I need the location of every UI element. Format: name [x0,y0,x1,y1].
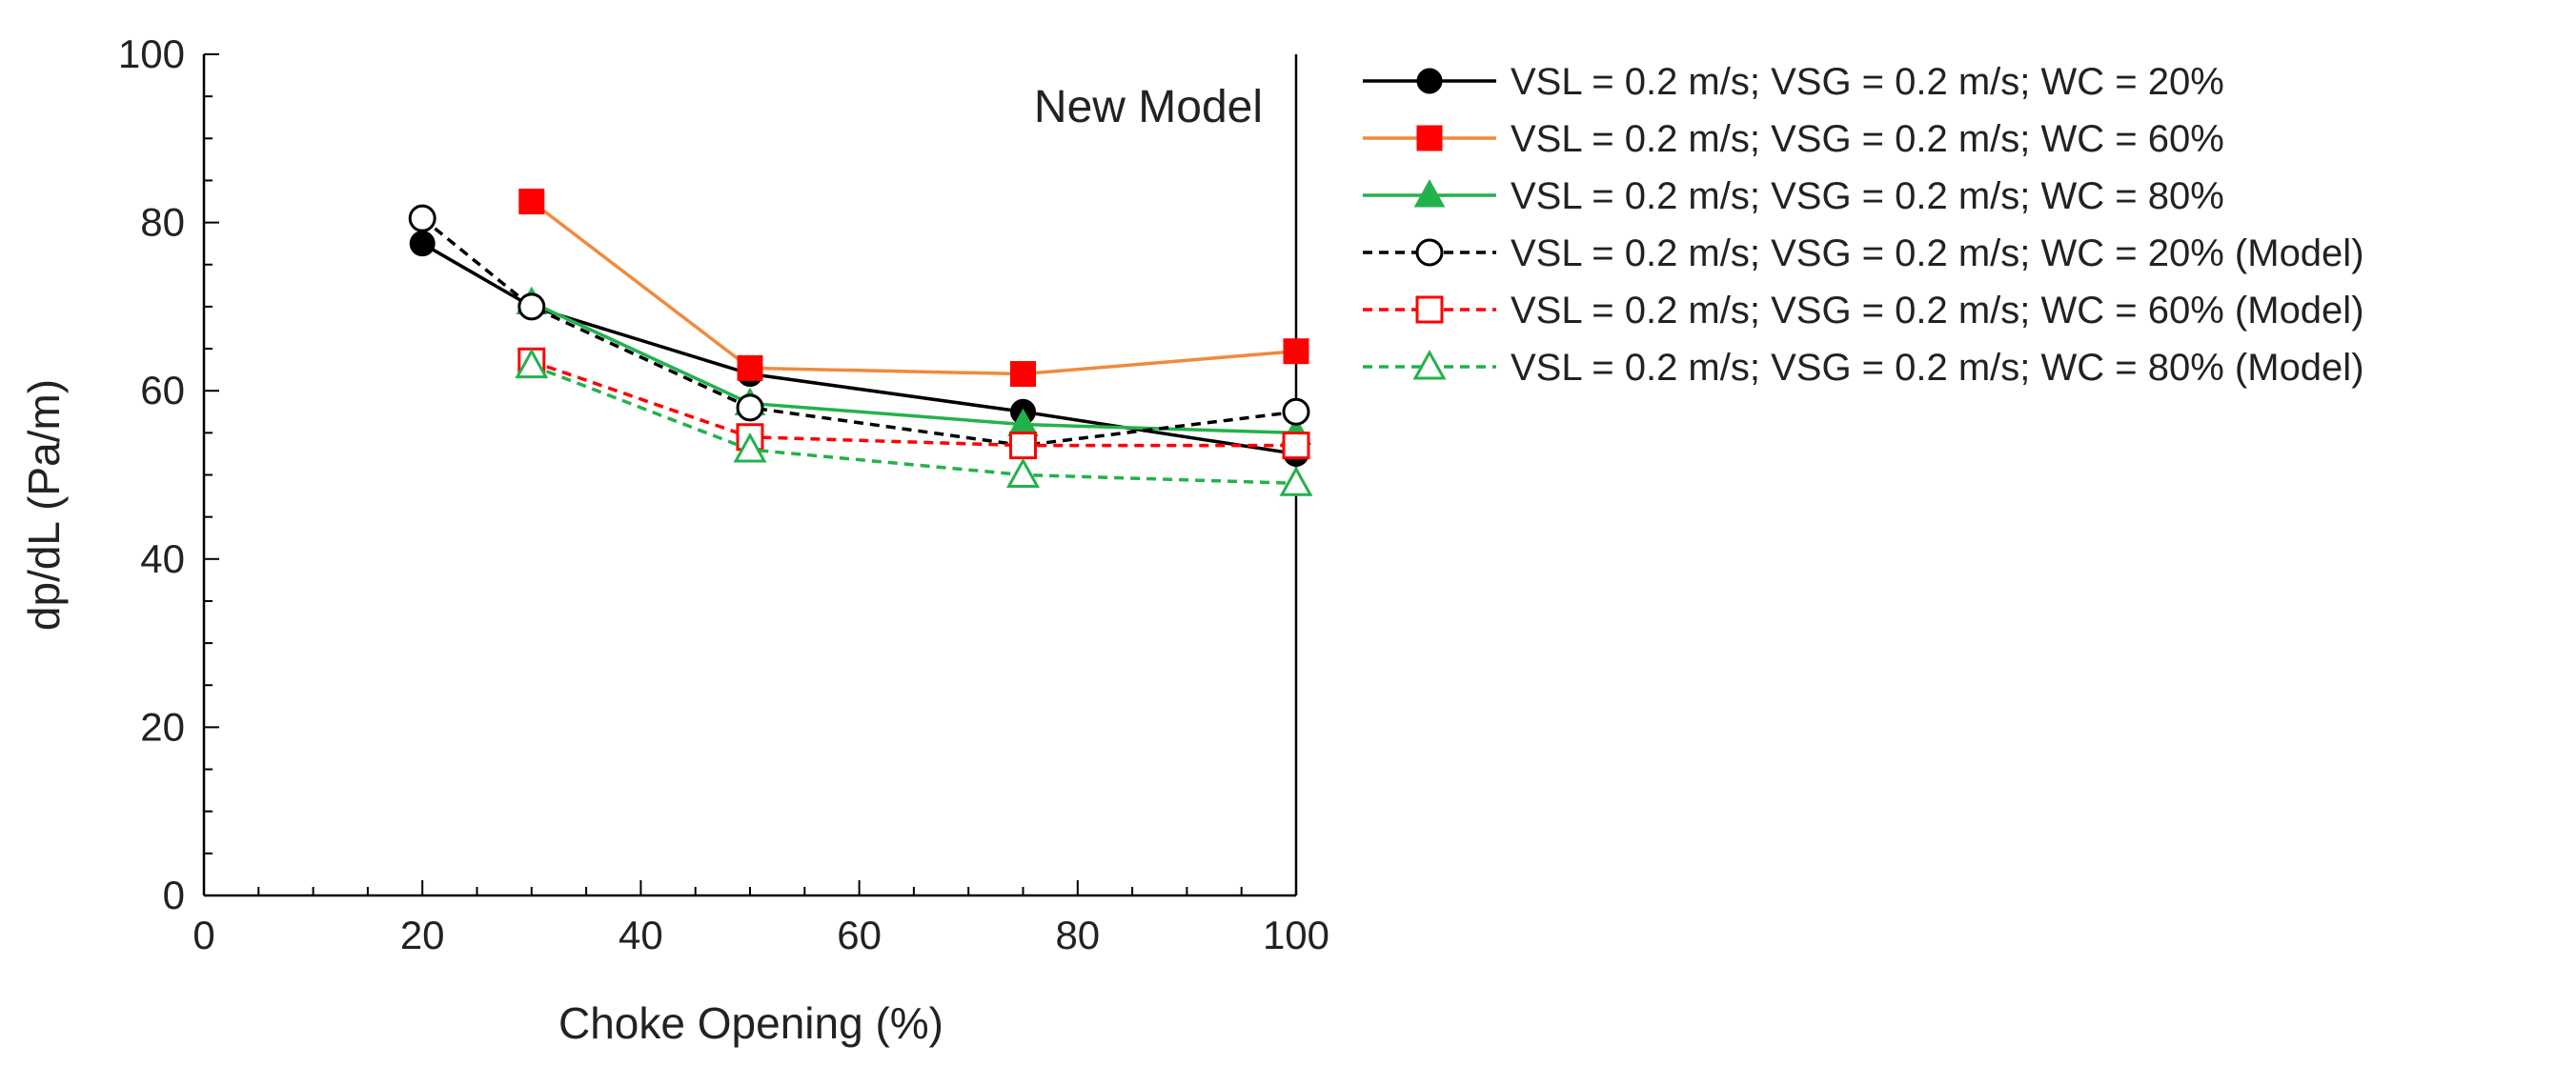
y-tick-label: 80 [140,200,185,245]
legend-marker-swatch [1415,238,1444,267]
legend-item: VSL = 0.2 m/s; VSG = 0.2 m/s; WC = 20% (… [1363,232,2364,274]
data-point [737,354,763,381]
data-point [1010,361,1036,388]
legend-item: VSL = 0.2 m/s; VSG = 0.2 m/s; WC = 60% [1363,118,2224,160]
x-tick-label: 60 [837,913,882,957]
y-axis-title: dp/dL (Pa/m) [19,379,69,631]
data-point [1279,466,1313,496]
x-tick-label: 100 [1263,913,1329,957]
series-line [530,200,1297,376]
y-tick-label: 0 [163,873,185,917]
x-tick-label: 80 [1055,913,1100,957]
y-tick-label: 60 [140,368,185,412]
legend-item: VSL = 0.2 m/s; VSG = 0.2 m/s; WC = 80% [1363,175,2224,217]
series-6 [515,348,1313,496]
series-line [531,300,1297,435]
data-point [1282,432,1310,460]
series-line [531,359,1296,448]
legend-marker-swatch [1413,179,1446,208]
series-line [531,364,1297,486]
y-tick-label: 20 [140,704,185,749]
data-point [408,204,436,232]
legend-label: VSL = 0.2 m/s; VSG = 0.2 m/s; WC = 20% (… [1511,232,2364,274]
legend-marker-swatch [1412,349,1447,380]
legend-marker-swatch [1416,68,1443,94]
data-point [1283,338,1309,365]
legend-label: VSL = 0.2 m/s; VSG = 0.2 m/s; WC = 80% [1511,175,2224,217]
data-point [1009,432,1037,460]
series-layer [408,189,1313,496]
series-5 [517,347,1310,460]
data-point [518,189,545,215]
data-point [736,393,764,422]
chart-annotation: New Model [1034,82,1263,132]
legend-label: VSL = 0.2 m/s; VSG = 0.2 m/s; WC = 60% [1511,118,2224,160]
data-point [409,231,436,257]
series-2 [518,189,1309,388]
data-point [1282,397,1310,426]
legend: VSL = 0.2 m/s; VSG = 0.2 m/s; WC = 20% VS… [1363,61,2364,389]
data-point [515,348,549,379]
x-tick-label: 0 [193,913,214,957]
x-axis-title: Choke Opening (%) [558,998,943,1048]
legend-label: VSL = 0.2 m/s; VSG = 0.2 m/s; WC = 60% (… [1511,290,2364,332]
legend-label: VSL = 0.2 m/s; VSG = 0.2 m/s; WC = 80% (… [1511,347,2364,389]
series-3 [516,286,1312,445]
x-tick-label: 40 [619,913,663,957]
legend-item: VSL = 0.2 m/s; VSG = 0.2 m/s; WC = 20% [1363,61,2224,103]
y-tick-label: 100 [118,31,185,76]
x-tick-label: 20 [400,913,445,957]
legend-item: VSL = 0.2 m/s; VSG = 0.2 m/s; WC = 80% (… [1363,347,2364,389]
legend-label: VSL = 0.2 m/s; VSG = 0.2 m/s; WC = 20% [1511,61,2224,103]
data-point [733,432,767,463]
series-4 [408,204,1310,460]
y-tick-label: 40 [140,536,185,581]
axes: 0 20 40 60 80 100 0 20 40 60 80 100 [118,31,1329,957]
legend-marker-swatch [1415,295,1444,324]
data-point [1006,457,1040,488]
legend-item: VSL = 0.2 m/s; VSG = 0.2 m/s; WC = 60% (… [1363,290,2364,332]
legend-marker-swatch [1416,125,1443,151]
data-point [517,292,546,321]
